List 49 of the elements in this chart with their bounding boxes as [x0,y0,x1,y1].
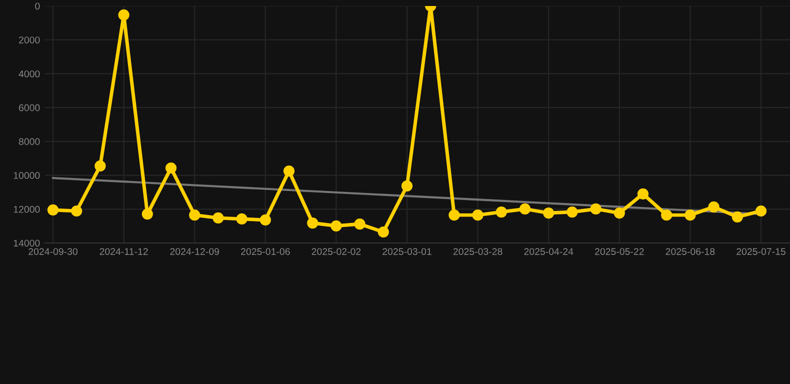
y-tick-label: 4000 [18,70,40,78]
x-tick-label: 2025-03-01 [382,248,432,255]
x-tick-label: 2024-12-09 [170,248,220,255]
point [448,210,460,221]
point [378,226,389,238]
point [472,210,484,221]
point [637,188,649,200]
x-tick-label: 2025-03-28 [453,248,502,255]
point [283,166,295,177]
x-tick-label: 2025-04-24 [524,248,574,255]
point [543,207,554,219]
point [212,212,224,224]
x-tick-label: 2025-07-15 [736,248,786,255]
x-tick-label: 2025-05-22 [595,248,644,255]
point [330,220,342,232]
point [94,160,106,172]
point [614,207,625,219]
point [566,206,578,218]
x-tick-label: 2025-06-18 [666,248,715,255]
y-tick-label: 8000 [18,138,40,146]
y-tick-label: 0 [35,2,40,10]
point [708,201,720,212]
y-tick-label: 2000 [19,36,40,44]
point [354,218,366,230]
point [401,180,413,192]
point [684,210,696,221]
point [661,210,672,221]
point [496,206,507,218]
point [519,203,531,215]
y-tick-label: 10000 [14,172,40,179]
point [47,204,59,216]
y-tick-label: 12000 [14,206,40,213]
x-tick-label: 2024-09-30 [28,248,78,255]
point [307,217,318,229]
point [142,208,153,220]
point [732,211,743,222]
x-tick-label: 2025-02-02 [312,248,361,255]
x-tick-label: 2024-11-12 [100,248,148,255]
point [260,214,271,226]
point [118,9,130,21]
point [189,210,200,221]
x-tick-label: 2025-01-06 [241,248,290,255]
y-tick-label: 14000 [14,240,40,247]
point [755,205,767,217]
point [71,205,82,217]
y-tick-label: 6000 [19,104,40,112]
point [590,203,602,215]
point [165,162,177,174]
point [236,213,248,225]
